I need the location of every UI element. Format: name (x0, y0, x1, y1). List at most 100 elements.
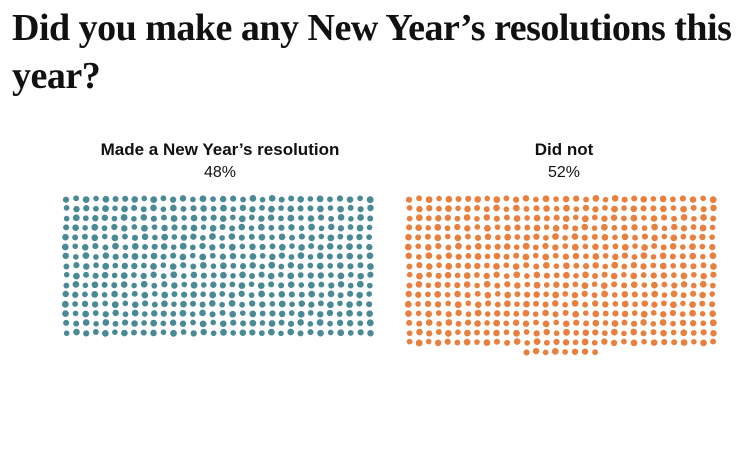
waffle-dot (651, 281, 658, 289)
waffle-dot (288, 224, 295, 231)
waffle-dot (200, 272, 207, 279)
waffle-dot (592, 206, 599, 213)
waffle-dot (258, 330, 265, 337)
waffle-dot (102, 329, 109, 337)
waffle-dot (366, 234, 372, 241)
waffle-dot (337, 272, 345, 280)
waffle-dot (249, 319, 257, 327)
waffle-dot (582, 301, 589, 308)
waffle-dot (436, 195, 442, 202)
waffle-dot (171, 291, 178, 298)
waffle-dot (444, 214, 452, 221)
waffle-dot (405, 252, 412, 260)
waffle-dot (661, 233, 668, 240)
waffle-dot (337, 205, 344, 213)
waffle-dot (91, 223, 99, 231)
waffle-dot (356, 280, 364, 288)
waffle-dot (679, 253, 686, 260)
waffle-dot (631, 254, 638, 260)
waffle-dot (563, 271, 570, 279)
waffle-dot (670, 263, 677, 269)
waffle-dot (63, 205, 70, 211)
waffle-dot (121, 292, 128, 299)
waffle-dot (269, 243, 276, 250)
waffle-dot (455, 329, 461, 335)
waffle-dot (209, 244, 216, 251)
waffle-dot (523, 206, 530, 212)
waffle-dot (533, 205, 540, 212)
waffle-dot (122, 195, 129, 202)
waffle-dot (93, 321, 99, 327)
waffle-dot (337, 329, 345, 337)
waffle-dot (93, 195, 99, 202)
waffle-dot (230, 319, 237, 326)
waffle-dot (512, 319, 520, 326)
waffle-dot (523, 329, 530, 335)
waffle-dot (317, 214, 325, 221)
waffle-dot (424, 300, 432, 308)
waffle-dot (82, 215, 89, 222)
waffle-dot (573, 262, 580, 269)
waffle-dot (287, 281, 295, 289)
waffle-dot (532, 311, 539, 317)
waffle-dot (495, 234, 501, 241)
waffle-dot (553, 196, 559, 202)
waffle-dot (522, 242, 530, 250)
waffle-dot (122, 253, 129, 259)
waffle-dot (121, 225, 128, 232)
waffle-dot (357, 195, 363, 202)
waffle-dot (612, 234, 618, 241)
waffle-dot (572, 225, 579, 232)
waffle-dot (248, 233, 255, 240)
waffle-dot (709, 301, 716, 308)
waffle-dot (621, 215, 627, 222)
waffle-dot (63, 319, 70, 326)
waffle-dot (581, 215, 589, 223)
waffle-dot (513, 244, 520, 250)
waffle-dot (444, 291, 451, 298)
waffle-dot (83, 330, 90, 337)
waffle-dot (239, 263, 247, 270)
waffle-dot (171, 234, 178, 240)
waffle-dot (571, 291, 579, 299)
waffle-dot (278, 319, 285, 326)
waffle-dot (474, 339, 480, 345)
waffle-dot (92, 272, 99, 279)
waffle-dot (366, 243, 373, 251)
waffle-dot (142, 243, 148, 250)
waffle-dot (131, 309, 139, 317)
waffle-dot (690, 282, 697, 289)
waffle-dot (455, 242, 462, 250)
waffle-dot (552, 252, 559, 259)
waffle-dot (190, 271, 198, 279)
waffle-dot (425, 215, 432, 222)
waffle-dot (219, 235, 225, 241)
waffle-dot (483, 214, 491, 221)
waffle-dot (307, 272, 314, 279)
waffle-dot (268, 328, 275, 336)
waffle-dot (513, 215, 521, 222)
waffle-dot (268, 261, 276, 269)
waffle-dot (483, 272, 490, 280)
waffle-dot (112, 195, 119, 202)
waffle-dot (82, 310, 90, 318)
waffle-dot (170, 271, 178, 279)
waffle-dot (171, 224, 178, 231)
waffle-dot (474, 204, 481, 212)
waffle-dot (700, 214, 707, 221)
waffle-dot (347, 263, 354, 270)
waffle-dot (337, 300, 343, 307)
waffle-dot (229, 252, 237, 260)
waffle-dot (181, 291, 188, 298)
waffle-dot (572, 310, 580, 318)
waffle-dot (268, 320, 276, 327)
waffle-dot (92, 215, 99, 222)
waffle-dot (180, 300, 187, 308)
waffle-dot (327, 301, 334, 309)
waffle-dot (209, 291, 217, 299)
waffle-dot (583, 253, 589, 260)
waffle-dot (219, 309, 226, 316)
waffle-dot (522, 253, 530, 261)
waffle-dot (630, 205, 638, 213)
